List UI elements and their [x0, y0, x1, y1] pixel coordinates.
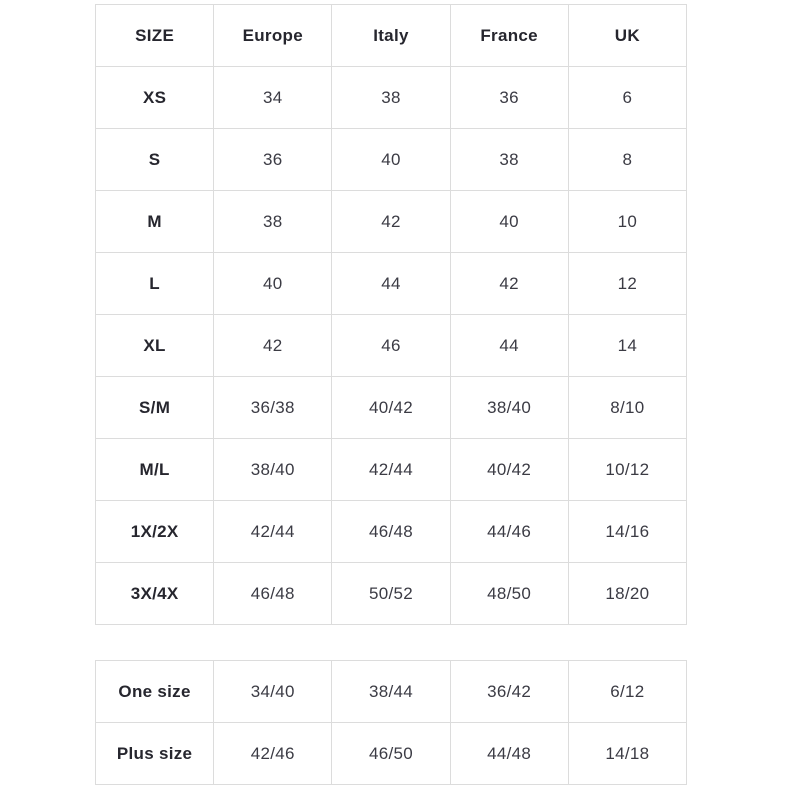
table-cell: 10	[567, 190, 688, 253]
table-cell: 50/52	[331, 562, 451, 625]
table-row-xl: XL 42 46 44 14	[94, 314, 688, 377]
table-row-sm: S/M 36/38 40/42 38/40 8/10	[94, 376, 688, 439]
table-cell: 8/10	[567, 376, 688, 439]
table-cell: 42	[331, 190, 451, 253]
column-header-uk: UK	[567, 4, 688, 67]
size-conversion-table: SIZE Europe Italy France UK XS 34 38 36 …	[94, 4, 688, 625]
table-cell: 40/42	[449, 438, 569, 501]
table-cell: 14	[567, 314, 688, 377]
table-cell: 36	[213, 128, 333, 191]
table-cell: 42/46	[213, 722, 333, 785]
row-label: 1X/2X	[94, 500, 215, 563]
table-cell: 34/40	[213, 660, 333, 723]
row-label: Plus size	[94, 722, 215, 785]
table-cell: 38	[331, 66, 451, 129]
column-header-europe: Europe	[213, 4, 333, 67]
column-header-size: SIZE	[94, 4, 215, 67]
table-cell: 12	[567, 252, 688, 315]
table-row-s: S 36 40 38 8	[94, 128, 688, 191]
row-label: L	[94, 252, 215, 315]
table-row-one-size: One size 34/40 38/44 36/42 6/12	[94, 660, 688, 723]
table-cell: 34	[213, 66, 333, 129]
row-label: M	[94, 190, 215, 253]
table-cell: 6/12	[567, 660, 688, 723]
table-cell: 10/12	[567, 438, 688, 501]
table-cell: 38/44	[331, 660, 451, 723]
row-label: S/M	[94, 376, 215, 439]
table-row-plus-size: Plus size 42/46 46/50 44/48 14/18	[94, 722, 688, 785]
row-label: XL	[94, 314, 215, 377]
column-header-italy: Italy	[331, 4, 451, 67]
table-cell: 40	[449, 190, 569, 253]
special-sizes-table: One size 34/40 38/44 36/42 6/12 Plus siz…	[94, 660, 688, 785]
table-cell: 14/16	[567, 500, 688, 563]
table-cell: 46/48	[213, 562, 333, 625]
row-label: S	[94, 128, 215, 191]
table-cell: 46/48	[331, 500, 451, 563]
table-cell: 38	[449, 128, 569, 191]
table-cell: 42	[213, 314, 333, 377]
table-cell: 38/40	[213, 438, 333, 501]
table-cell: 36/42	[449, 660, 569, 723]
table-header-row: SIZE Europe Italy France UK	[94, 4, 688, 67]
table-cell: 44/46	[449, 500, 569, 563]
table-cell: 46/50	[331, 722, 451, 785]
table-row-m: M 38 42 40 10	[94, 190, 688, 253]
table-cell: 38	[213, 190, 333, 253]
table-cell: 36	[449, 66, 569, 129]
table-cell: 48/50	[449, 562, 569, 625]
table-cell: 42/44	[331, 438, 451, 501]
table-cell: 6	[567, 66, 688, 129]
row-label: M/L	[94, 438, 215, 501]
table-cell: 44	[331, 252, 451, 315]
table-row-l: L 40 44 42 12	[94, 252, 688, 315]
table-row-3x4x: 3X/4X 46/48 50/52 48/50 18/20	[94, 562, 688, 625]
table-row-xs: XS 34 38 36 6	[94, 66, 688, 129]
table-cell: 44/48	[449, 722, 569, 785]
column-header-france: France	[449, 4, 569, 67]
table-cell: 18/20	[567, 562, 688, 625]
table-cell: 14/18	[567, 722, 688, 785]
table-cell: 46	[331, 314, 451, 377]
table-cell: 8	[567, 128, 688, 191]
table-cell: 42	[449, 252, 569, 315]
table-cell: 38/40	[449, 376, 569, 439]
row-label: 3X/4X	[94, 562, 215, 625]
table-cell: 44	[449, 314, 569, 377]
table-row-1x2x: 1X/2X 42/44 46/48 44/46 14/16	[94, 500, 688, 563]
table-cell: 42/44	[213, 500, 333, 563]
table-row-ml: M/L 38/40 42/44 40/42 10/12	[94, 438, 688, 501]
table-cell: 36/38	[213, 376, 333, 439]
table-cell: 40	[213, 252, 333, 315]
table-cell: 40/42	[331, 376, 451, 439]
row-label: XS	[94, 66, 215, 129]
row-label: One size	[94, 660, 215, 723]
table-cell: 40	[331, 128, 451, 191]
